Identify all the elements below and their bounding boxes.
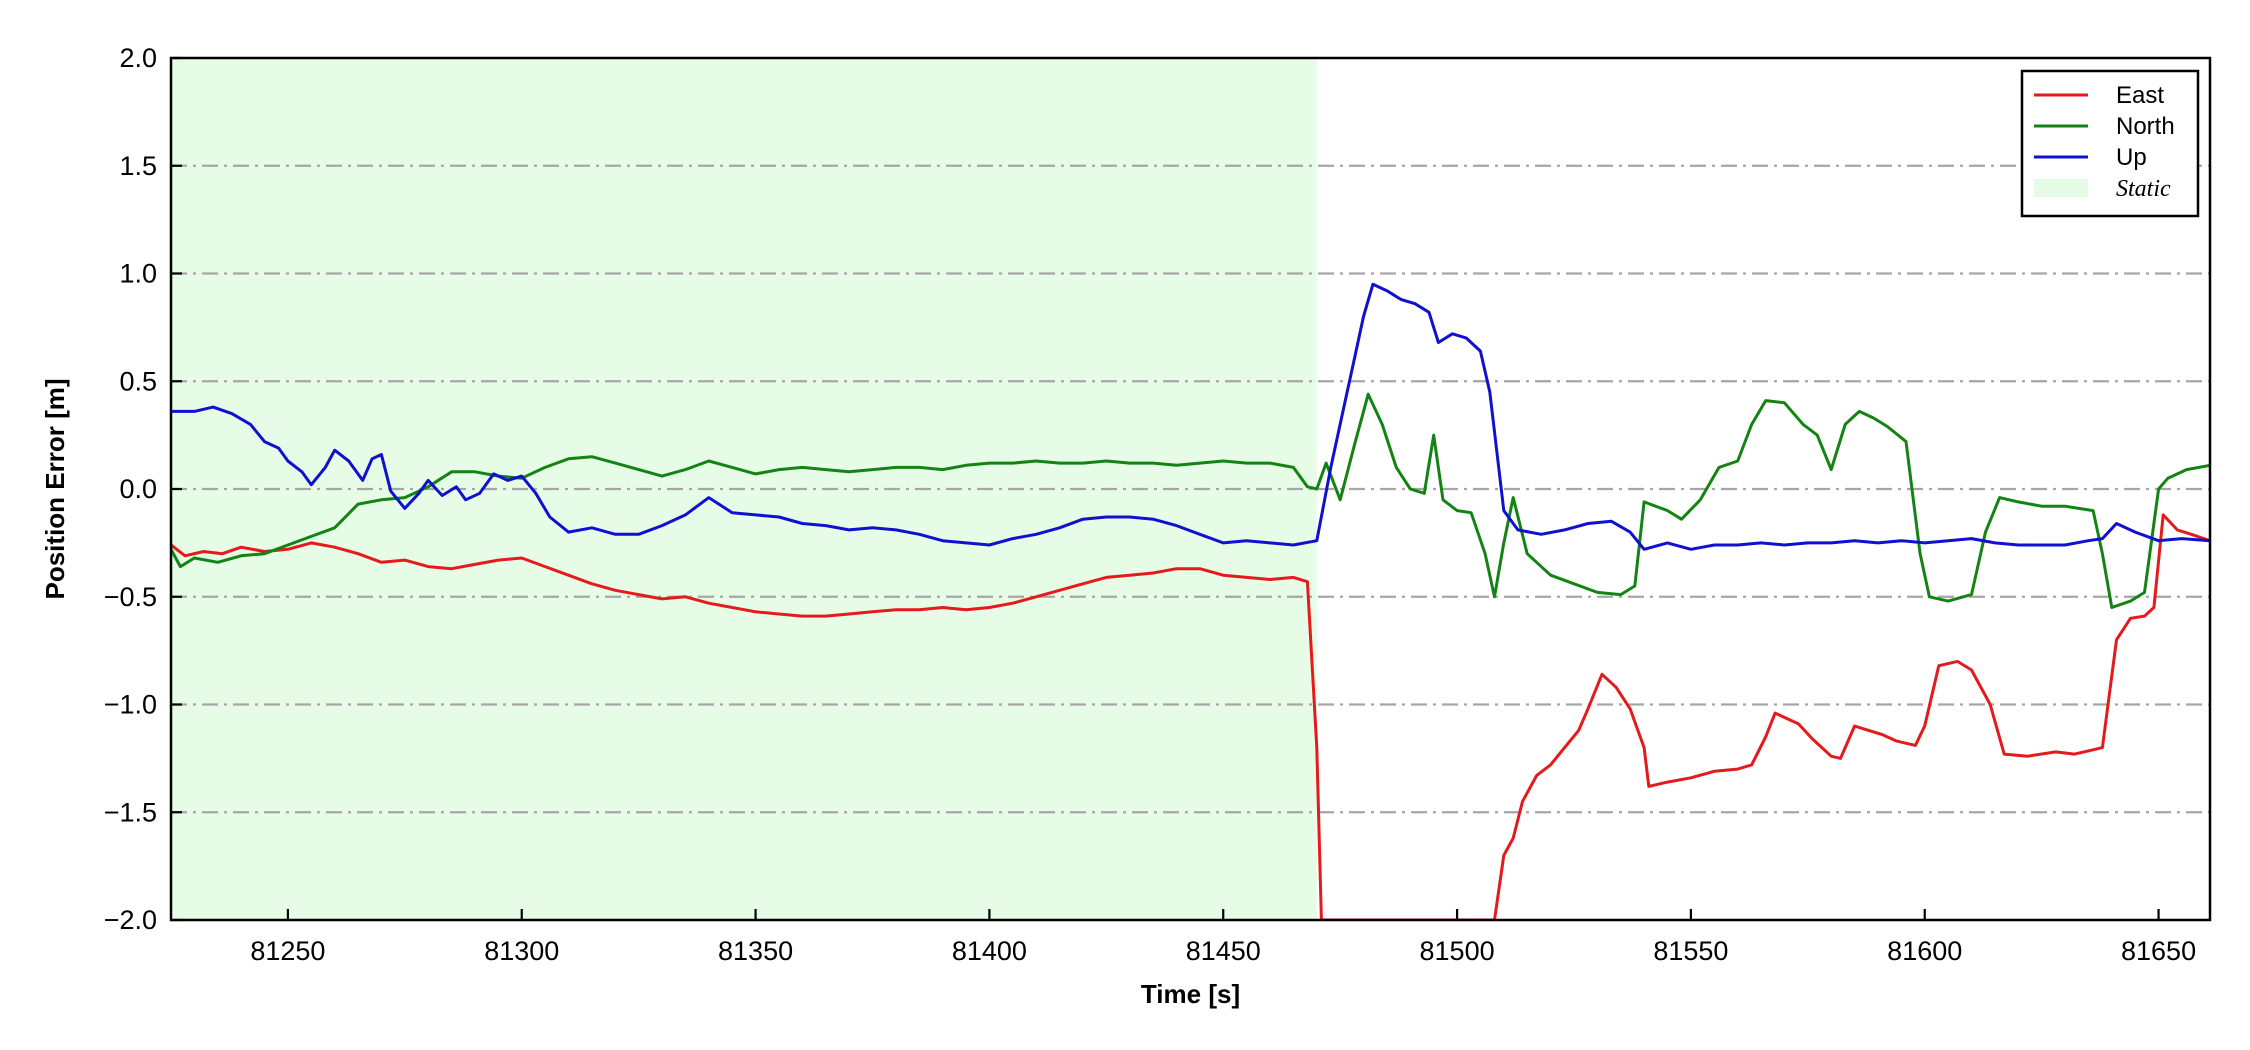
- legend-swatch-static: [2034, 179, 2088, 197]
- x-tick-label: 81350: [718, 936, 793, 966]
- y-tick-label: 1.5: [119, 151, 157, 181]
- x-tick-label: 81450: [1186, 936, 1261, 966]
- series-line-north: [171, 392, 2210, 609]
- series-line-east: [171, 513, 2210, 920]
- y-tick-label: −1.0: [104, 690, 157, 720]
- legend-label-east: East: [2116, 82, 2164, 109]
- x-axis-title: Time [s]: [1141, 979, 1240, 1009]
- y-tick-label: −2.0: [104, 905, 157, 935]
- y-tick-label: 0.5: [119, 366, 157, 396]
- x-tick-label: 81600: [1887, 936, 1962, 966]
- y-axis-ticks: −2.0 −1.5 −1.0 −0.5 0.0 0.5 1.0 1.5 2.0: [104, 43, 182, 935]
- y-tick-label: 0.0: [119, 474, 157, 504]
- x-axis-ticks: 81250 81300 81350 81400 81450 81500 81550 81600…: [250, 909, 2196, 966]
- y-tick-label: −1.5: [104, 797, 157, 827]
- legend-label-up: Up: [2116, 144, 2147, 171]
- x-tick-label: 81500: [1420, 936, 1495, 966]
- legend-label-static: Static: [2116, 176, 2171, 202]
- x-tick-label: 81250: [250, 936, 325, 966]
- y-axis-title: Position Error [m]: [40, 378, 70, 599]
- plot-area: [171, 58, 2210, 920]
- y-tick-label: 1.0: [119, 259, 157, 289]
- series-lines: [171, 282, 2210, 920]
- x-tick-label: 81650: [2121, 936, 2196, 966]
- legend-label-north: North: [2116, 113, 2175, 140]
- y-tick-label: −0.5: [104, 582, 157, 612]
- x-tick-label: 81400: [952, 936, 1027, 966]
- legend: East North Up Static: [2020, 69, 2200, 218]
- axes: 81250 81300 81350 81400 81450 81500 81550 81600…: [40, 43, 2212, 1009]
- x-tick-label: 81550: [1653, 936, 1728, 966]
- legend-entries: East North Up Static: [2034, 82, 2175, 202]
- x-tick-label: 81300: [484, 936, 559, 966]
- y-tick-label: 2.0: [119, 43, 157, 73]
- series-line-up: [171, 282, 2210, 551]
